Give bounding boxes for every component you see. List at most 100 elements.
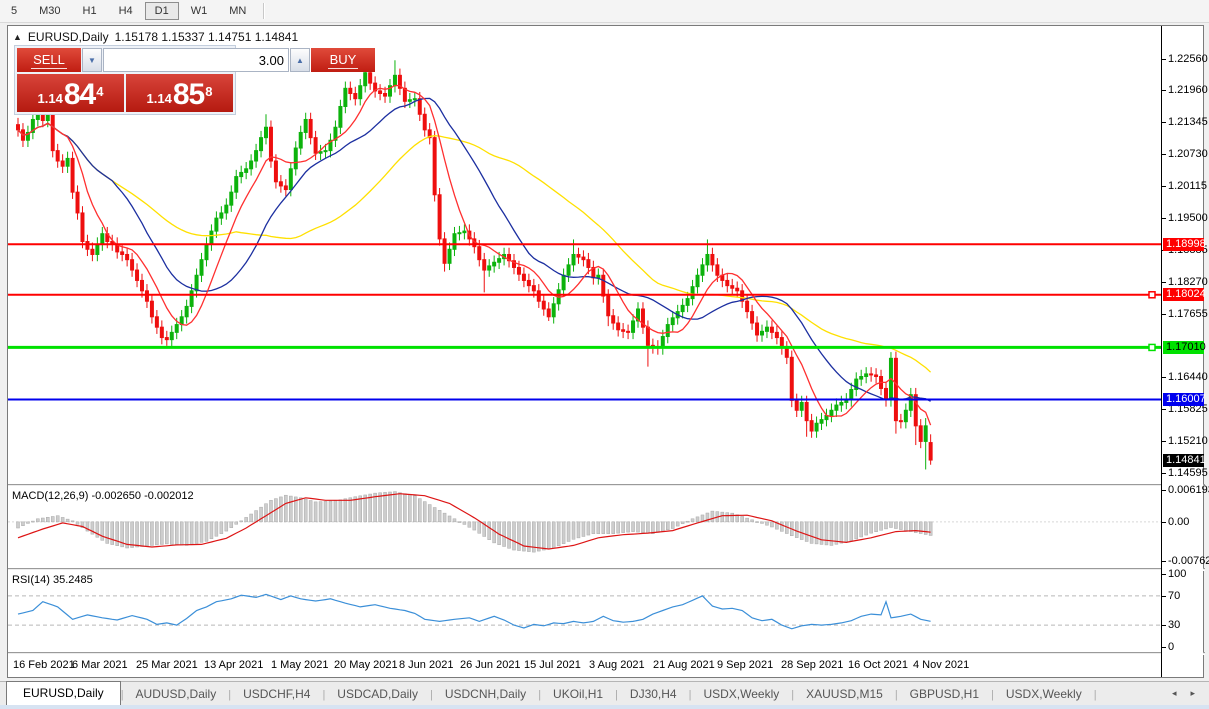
price-tick-label: 1.15210 (1162, 435, 1208, 447)
rsi-line (17, 593, 931, 630)
tab-separator: | (791, 689, 795, 701)
tab-separator: | (688, 689, 692, 701)
date-label: 1 May 2021 (271, 659, 329, 671)
symbol-tab-usdx-weekly[interactable]: USDX,Weekly (703, 687, 780, 701)
chart-ohlc-values: 1.15178 1.15337 1.14751 1.14841 (114, 30, 299, 44)
tab-separator: | (120, 689, 124, 701)
rsi-tick-label: 0 (1162, 642, 1204, 653)
tab-separator: | (894, 689, 898, 701)
tab-separator: | (538, 689, 542, 701)
candles (16, 59, 933, 470)
price-pane[interactable]: ▲ EURUSD,Daily 1.15178 1.15337 1.14751 1… (8, 26, 1161, 484)
price-tick-label: 1.14595 (1162, 467, 1208, 479)
tab-scroll-controls: ◂ ▸ (1172, 688, 1209, 705)
chart-tab-bar: EURUSD,Daily | AUDUSD,Daily | USDCHF,H4 | USDC… (0, 681, 1209, 705)
timeframe-toolbar: 5 M30 H1 H4 D1 W1 MN (0, 0, 1209, 23)
price-tick-label: 1.17655 (1162, 308, 1208, 320)
price-tick-label: 1.20115 (1162, 181, 1207, 192)
price-tick-label: 1.16440 (1162, 372, 1208, 383)
macd-tick-label: 0.00 (1162, 516, 1204, 528)
date-label: 20 May 2021 (334, 659, 398, 671)
symbol-tab-usdcad-daily[interactable]: USDCAD,Daily (337, 687, 418, 701)
tab-scroll-left-icon[interactable]: ◂ (1171, 688, 1177, 698)
tab-separator: | (228, 689, 232, 701)
rsi-tick-label: 70 (1162, 590, 1204, 602)
hline-handle (1148, 291, 1156, 299)
moving-average-8 (17, 84, 932, 426)
price-tick-label: 1.15825 (1162, 403, 1208, 415)
tab-separator: | (322, 689, 326, 701)
hline-handle (1148, 343, 1156, 352)
moving-average-45 (17, 122, 932, 373)
symbol-tab-usdchf-h4[interactable]: USDCHF,H4 (243, 687, 311, 701)
status-strip (0, 705, 1209, 709)
rsi-tick-label: 100 (1162, 569, 1204, 580)
symbol-tab-ukoil-h1[interactable]: UKOil,H1 (553, 687, 604, 701)
tab-separator: | (429, 689, 433, 701)
macd-tick-label: 0.006193 (1162, 485, 1209, 496)
date-label: 9 Sep 2021 (717, 659, 774, 671)
pane-divider[interactable] (8, 652, 1205, 655)
tab-separator: | (615, 689, 618, 701)
chart-title: ▲ EURUSD,Daily 1.15178 1.15337 1.14751 1… (13, 30, 298, 44)
buy-price-panel[interactable]: 1.14 85 8 (126, 74, 233, 112)
symbol-tab-gbpusd-h1[interactable]: GBPUSD,H1 (909, 687, 980, 701)
timeframe-button-h1[interactable]: H1 (82, 5, 97, 17)
collapse-arrow-icon[interactable]: ▲ (13, 32, 22, 42)
sell-price-panel[interactable]: 1.14 84 4 (17, 74, 124, 112)
rsi-pane[interactable]: RSI(14) 35.2485 (8, 571, 1161, 652)
symbol-tab-eurusd-daily[interactable]: EURUSD,Daily (6, 681, 121, 705)
date-label: 25 Mar 2021 (136, 659, 198, 671)
price-badge: 1.17010 (1163, 340, 1206, 354)
macd-signal-line (17, 493, 931, 550)
symbol-tab-audusd-daily[interactable]: AUDUSD,Daily (135, 687, 217, 701)
timeframe-button-w1[interactable]: W1 (190, 5, 208, 17)
date-label: 3 Aug 2021 (589, 659, 645, 671)
date-label: 4 Nov 2021 (913, 659, 970, 671)
date-label: 21 Aug 2021 (653, 659, 715, 671)
price-axis-column[interactable]: 1.22560 1.21960 1.21345 1.20730 1.20115 1.195… (1161, 26, 1209, 677)
moving-average-20 (17, 97, 931, 402)
pane-divider[interactable] (8, 568, 1205, 571)
timeframe-button-mn[interactable]: MN (229, 5, 247, 17)
sell-button[interactable]: SELL (17, 48, 81, 72)
price-tick-label: 1.21345 (1162, 117, 1208, 128)
volume-decrease-button[interactable]: ▼ (82, 48, 102, 72)
date-axis[interactable]: 16 Feb 2021 6 Mar 2021 25 Mar 2021 13 Apr 2… (8, 655, 1161, 677)
symbol-tab-usdcnh-daily[interactable]: USDCNH,Daily (444, 687, 527, 701)
rsi-chart-canvas[interactable] (8, 571, 1161, 652)
date-label: 16 Oct 2021 (848, 659, 908, 671)
price-tick-label: 1.21960 (1162, 85, 1208, 96)
date-label: 26 Jun 2021 (460, 659, 521, 671)
buy-button[interactable]: BUY (311, 48, 375, 72)
date-label: 8 Jun 2021 (399, 659, 454, 671)
macd-indicator-label: MACD(12,26,9) -0.002650 -0.002012 (12, 490, 194, 502)
timeframe-button-h4[interactable]: H4 (118, 5, 133, 17)
volume-input[interactable] (103, 48, 289, 72)
timeframe-button-m30[interactable]: M30 (39, 5, 61, 17)
timeframe-button-5[interactable]: 5 (11, 5, 18, 17)
macd-pane[interactable]: MACD(12,26,9) -0.002650 -0.002012 (8, 487, 1161, 568)
chart-window: ▲ EURUSD,Daily 1.15178 1.15337 1.14751 1… (7, 25, 1209, 678)
macd-chart-canvas[interactable] (8, 487, 1161, 568)
price-badge: 1.14841 (1163, 453, 1206, 467)
price-tick-label: 1.22560 (1162, 54, 1208, 65)
rsi-indicator-label: RSI(14) 35.2485 (12, 574, 93, 586)
price-chart-canvas[interactable] (8, 26, 1161, 484)
chart-symbol-label: EURUSD,Daily (27, 30, 109, 44)
price-badge: 1.18024 (1163, 288, 1206, 302)
date-label: 28 Sep 2021 (781, 659, 844, 671)
tab-separator: | (991, 689, 994, 701)
price-tick-label: 1.18270 (1162, 277, 1208, 288)
timeframe-button-d1[interactable]: D1 (144, 2, 179, 20)
price-tick-label: 1.19500 (1162, 213, 1208, 224)
pane-divider[interactable] (8, 484, 1205, 487)
symbol-tab-dj30-h4[interactable]: DJ30,H4 (629, 687, 677, 701)
symbol-tab-xauusd-m15[interactable]: XAUUSD,M15 (806, 687, 883, 701)
symbol-tab-usdx-weekly[interactable]: USDX,Weekly (1005, 687, 1082, 701)
macd-tick-label: -0.007622 (1162, 555, 1209, 567)
tab-scroll-right-icon[interactable]: ▸ (1190, 688, 1195, 698)
volume-increase-button[interactable]: ▲ (290, 48, 310, 72)
date-label: 6 Mar 2021 (72, 659, 128, 671)
